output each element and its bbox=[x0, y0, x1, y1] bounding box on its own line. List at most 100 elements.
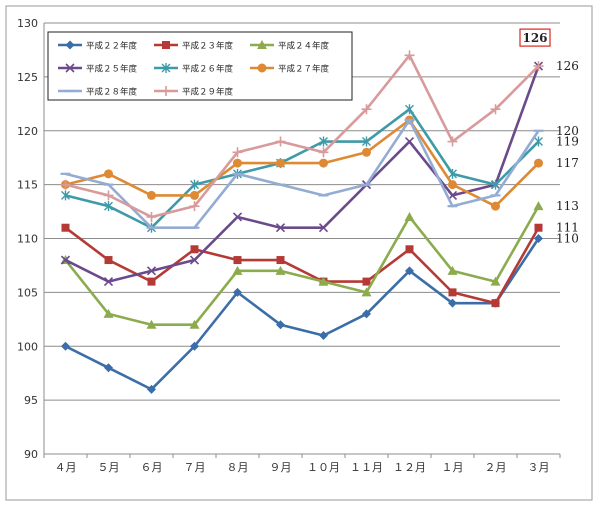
data-point bbox=[447, 265, 458, 275]
x-tick-label: ８月 bbox=[227, 461, 249, 474]
legend-item: 平成２２年度 bbox=[58, 40, 138, 52]
series-line bbox=[64, 226, 540, 305]
data-point bbox=[405, 104, 414, 115]
data-point bbox=[534, 223, 543, 232]
data-point bbox=[233, 158, 242, 168]
data-point bbox=[533, 201, 544, 211]
data-point bbox=[490, 276, 501, 286]
data-point bbox=[318, 276, 329, 286]
series-line bbox=[65, 118, 540, 208]
legend-label: 平成２８年度 bbox=[86, 87, 138, 98]
series-1 bbox=[61, 234, 543, 394]
y-tick-label: 90 bbox=[24, 448, 38, 461]
legend-label: 平成２７年度 bbox=[278, 64, 330, 75]
y-tick-label: 110 bbox=[17, 233, 38, 246]
data-point bbox=[275, 265, 286, 275]
series-line bbox=[65, 118, 540, 230]
data-point bbox=[490, 104, 501, 115]
x-tick-label: ３月 bbox=[528, 461, 550, 474]
y-tick-label: 125 bbox=[17, 71, 38, 84]
legend-label: 平成２２年度 bbox=[86, 41, 138, 52]
data-point bbox=[232, 147, 243, 158]
legend-item: 平成２９年度 bbox=[154, 86, 234, 98]
series-line bbox=[64, 65, 540, 283]
legend-item: 平成２５年度 bbox=[58, 63, 138, 75]
data-point bbox=[276, 256, 285, 265]
data-point bbox=[405, 266, 414, 276]
data-point bbox=[319, 158, 328, 168]
data-point bbox=[103, 277, 114, 287]
data-point bbox=[104, 363, 113, 373]
data-point bbox=[447, 136, 458, 147]
data-point bbox=[362, 277, 371, 286]
data-point bbox=[232, 265, 243, 275]
data-point bbox=[104, 256, 113, 265]
data-point bbox=[190, 179, 199, 190]
data-point bbox=[276, 320, 285, 330]
data-point bbox=[362, 147, 371, 157]
data-point bbox=[190, 245, 199, 254]
data-point bbox=[275, 223, 286, 233]
y-tick-label: 100 bbox=[17, 340, 38, 353]
data-point bbox=[404, 211, 415, 221]
x-tick-label: ５月 bbox=[98, 461, 120, 474]
data-point bbox=[534, 136, 543, 147]
data-point bbox=[61, 341, 70, 351]
data-point bbox=[319, 136, 328, 147]
y-tick-label: 130 bbox=[17, 17, 38, 30]
x-tick-label: ４月 bbox=[55, 461, 77, 474]
end-value-label: 117 bbox=[556, 156, 579, 170]
data-point bbox=[103, 190, 114, 201]
legend-marker bbox=[257, 63, 267, 73]
data-point bbox=[319, 330, 328, 340]
end-value-label: 119 bbox=[556, 135, 579, 149]
legend-marker bbox=[162, 41, 170, 49]
series-layer bbox=[60, 50, 544, 394]
data-point bbox=[146, 319, 157, 329]
series-3 bbox=[60, 201, 544, 329]
data-point bbox=[147, 277, 156, 286]
data-point bbox=[275, 136, 286, 147]
data-point bbox=[103, 308, 114, 318]
data-point bbox=[232, 212, 243, 222]
data-point bbox=[146, 266, 157, 276]
legend-label: 平成２３年度 bbox=[182, 41, 234, 52]
legend-item: 平成２６年度 bbox=[154, 63, 234, 75]
data-point bbox=[491, 179, 500, 190]
data-point bbox=[361, 287, 372, 297]
data-point bbox=[189, 255, 200, 265]
legend-item: 平成２４年度 bbox=[250, 40, 330, 52]
highlight-value: 126 bbox=[522, 31, 547, 45]
series-8 bbox=[60, 50, 544, 222]
end-value-label: 126 bbox=[556, 59, 579, 73]
x-tick-label: ７月 bbox=[184, 461, 206, 474]
data-point bbox=[190, 341, 199, 351]
data-point bbox=[147, 384, 156, 394]
x-tick-label: １１月 bbox=[350, 461, 383, 474]
end-value-label: 120 bbox=[556, 124, 579, 138]
legend-marker bbox=[161, 86, 171, 96]
series-line bbox=[64, 237, 540, 391]
data-point bbox=[61, 223, 70, 232]
data-point bbox=[233, 287, 242, 297]
data-point bbox=[405, 245, 414, 254]
data-point bbox=[404, 136, 415, 147]
legend-label: 平成２４年度 bbox=[278, 41, 330, 52]
end-value-label: 111 bbox=[556, 221, 579, 235]
x-tick-label: １０月 bbox=[307, 461, 340, 474]
legend-item: 平成２８年度 bbox=[58, 87, 138, 98]
data-point bbox=[189, 201, 200, 212]
data-point bbox=[448, 180, 457, 190]
data-point bbox=[533, 61, 544, 72]
x-tick-label: １２月 bbox=[393, 461, 426, 474]
x-tick-label: １月 bbox=[442, 461, 464, 474]
data-point bbox=[189, 319, 200, 329]
data-point bbox=[61, 190, 70, 201]
data-point bbox=[361, 104, 372, 115]
y-tick-label: 120 bbox=[17, 125, 38, 138]
data-point bbox=[147, 190, 156, 200]
